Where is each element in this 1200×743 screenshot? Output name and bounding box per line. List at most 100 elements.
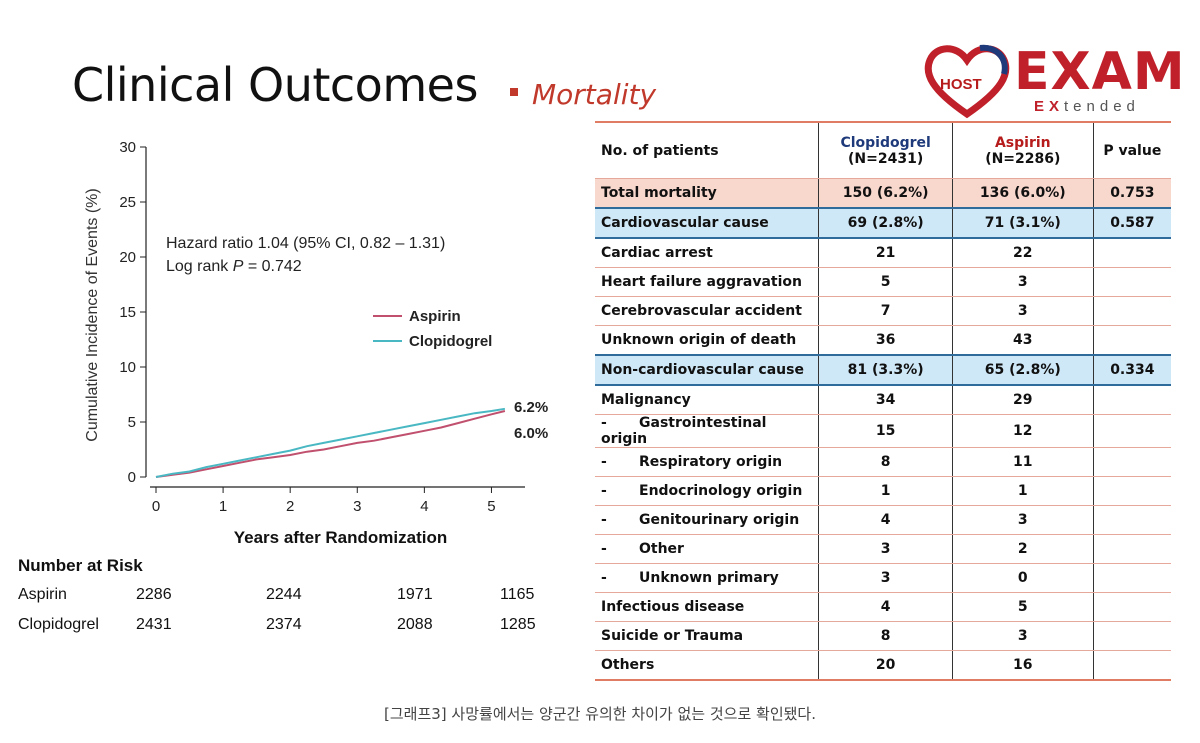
row-label: Unknown origin of death xyxy=(595,325,819,356)
x-axis-label: Years after Randomization xyxy=(234,528,448,547)
x-tick-label: 5 xyxy=(487,498,495,515)
end-label-clopidogrel: 6.2% xyxy=(514,399,548,416)
number-at-risk: Number at Risk Aspirin 2286 2244 1971 1165 Cl… xyxy=(18,556,558,646)
table-row: Cardiac arrest 21 22 xyxy=(595,238,1171,268)
row-label: Infectious disease xyxy=(595,592,819,622)
aspirin-value: 1 xyxy=(951,476,1094,506)
row-label: Non-cardiovascular cause xyxy=(595,354,819,386)
row-label: - Gastrointestinal origin xyxy=(595,414,819,448)
p-value: 0.753 xyxy=(1092,178,1171,209)
row-label: Heart failure aggravation xyxy=(595,267,819,297)
table-row: Cardiovascular cause 69 (2.8%) 71 (3.1%) 0.… xyxy=(595,207,1171,239)
table-row: - Other 3 2 xyxy=(595,534,1171,564)
clopidogrel-value: 81 (3.3%) xyxy=(818,354,953,386)
clopidogrel-value: 34 xyxy=(818,385,953,415)
p-value xyxy=(1092,621,1171,651)
table-row: Others 20 16 xyxy=(595,650,1171,681)
risk-row: Aspirin 2286 2244 1971 1165 xyxy=(18,586,558,616)
p-value: 0.587 xyxy=(1092,207,1171,239)
aspirin-value: 29 xyxy=(951,385,1094,415)
clopidogrel-value: 15 xyxy=(818,414,953,448)
y-tick-label: 30 xyxy=(119,139,136,156)
risk-value: 1165 xyxy=(500,586,535,603)
mortality-table: No. of patients Clopidogrel (N=2431) Aspi… xyxy=(595,121,1171,681)
risk-value: 2374 xyxy=(266,616,302,633)
p-value: 0.334 xyxy=(1092,354,1171,386)
aspirin-value: 3 xyxy=(951,621,1094,651)
header-p-value: P value xyxy=(1092,121,1171,179)
row-label: - Unknown primary xyxy=(595,563,819,593)
row-label: Cerebrovascular accident xyxy=(595,296,819,326)
x-tick-label: 1 xyxy=(219,498,227,515)
aspirin-value: 71 (3.1%) xyxy=(951,207,1094,239)
y-axis-label: Cumulative Incidence of Events (%) xyxy=(84,188,101,441)
clopidogrel-value: 8 xyxy=(818,621,953,651)
figure-caption: [그래프3] 사망률에서는 양군간 유의한 차이가 없는 것으로 확인됐다. xyxy=(384,705,816,723)
aspirin-value: 5 xyxy=(951,592,1094,622)
aspirin-value: 3 xyxy=(951,296,1094,326)
logo-exam-text: EXAM xyxy=(1014,42,1186,102)
p-value xyxy=(1092,592,1171,622)
exam-logo: HOST EXAM EXtended xyxy=(922,40,1185,120)
clopidogrel-value: 7 xyxy=(818,296,953,326)
dash-bullet-icon: - xyxy=(601,415,607,431)
table-row: - Endocrinology origin 1 1 xyxy=(595,476,1171,506)
y-tick-label: 25 xyxy=(119,194,136,211)
table-row: Suicide or Trauma 8 3 xyxy=(595,621,1171,651)
log-rank-text: Log rank P = 0.742 xyxy=(166,258,302,275)
end-label-aspirin: 6.0% xyxy=(514,425,548,442)
clopidogrel-value: 36 xyxy=(818,325,953,356)
p-value xyxy=(1092,385,1171,415)
dash-bullet-icon: - xyxy=(601,454,607,470)
table-row: - Respiratory origin 8 11 xyxy=(595,447,1171,477)
p-value xyxy=(1092,267,1171,297)
x-tick-label: 0 xyxy=(152,498,160,515)
aspirin-value: 3 xyxy=(951,267,1094,297)
dash-bullet-icon: - xyxy=(601,512,607,528)
aspirin-value: 12 xyxy=(951,414,1094,448)
header-aspirin: Aspirin (N=2286) xyxy=(951,121,1094,179)
x-tick-label: 3 xyxy=(353,498,361,515)
dash-bullet-icon: - xyxy=(601,541,607,557)
p-value xyxy=(1092,296,1171,326)
clopidogrel-value: 69 (2.8%) xyxy=(818,207,953,239)
clopidogrel-value: 3 xyxy=(818,534,953,564)
table-row: Total mortality 150 (6.2%) 136 (6.0%) 0.753 xyxy=(595,178,1171,209)
row-label: - Endocrinology origin xyxy=(595,476,819,506)
bullet-square-icon xyxy=(510,88,518,96)
y-tick-label: 15 xyxy=(119,304,136,321)
p-value xyxy=(1092,325,1171,356)
dash-bullet-icon: - xyxy=(601,483,607,499)
legend-label-clopidogrel: Clopidogrel xyxy=(409,333,492,350)
subtitle-text: Mortality xyxy=(532,78,657,111)
risk-value: 2088 xyxy=(397,616,433,633)
y-tick-label: 5 xyxy=(128,414,136,431)
hazard-ratio-text: Hazard ratio 1.04 (95% CI, 0.82 – 1.31) xyxy=(166,235,445,252)
row-label: - Other xyxy=(595,534,819,564)
clopidogrel-value: 20 xyxy=(818,650,953,681)
row-label: Others xyxy=(595,650,819,681)
row-label: - Respiratory origin xyxy=(595,447,819,477)
table-row: Malignancy 34 29 xyxy=(595,385,1171,415)
aspirin-value: 0 xyxy=(951,563,1094,593)
table-row: - Unknown primary 3 0 xyxy=(595,563,1171,593)
aspirin-value: 136 (6.0%) xyxy=(951,178,1094,209)
table-row: Heart failure aggravation 5 3 xyxy=(595,267,1171,297)
risk-row-label: Aspirin xyxy=(18,586,67,603)
aspirin-value: 2 xyxy=(951,534,1094,564)
p-value xyxy=(1092,563,1171,593)
p-value xyxy=(1092,505,1171,535)
p-value xyxy=(1092,414,1171,448)
risk-title: Number at Risk xyxy=(18,556,143,575)
table-row: - Genitourinary origin 4 3 xyxy=(595,505,1171,535)
clopidogrel-value: 1 xyxy=(818,476,953,506)
risk-value: 1971 xyxy=(397,586,433,603)
header-col-label: No. of patients xyxy=(595,121,819,179)
series-line-clopidogrel xyxy=(155,407,506,478)
risk-value: 2431 xyxy=(136,616,172,633)
p-value xyxy=(1092,534,1171,564)
row-label: Cardiovascular cause xyxy=(595,207,819,239)
p-value xyxy=(1092,650,1171,681)
y-tick-label: 10 xyxy=(119,359,136,376)
row-label: Suicide or Trauma xyxy=(595,621,819,651)
